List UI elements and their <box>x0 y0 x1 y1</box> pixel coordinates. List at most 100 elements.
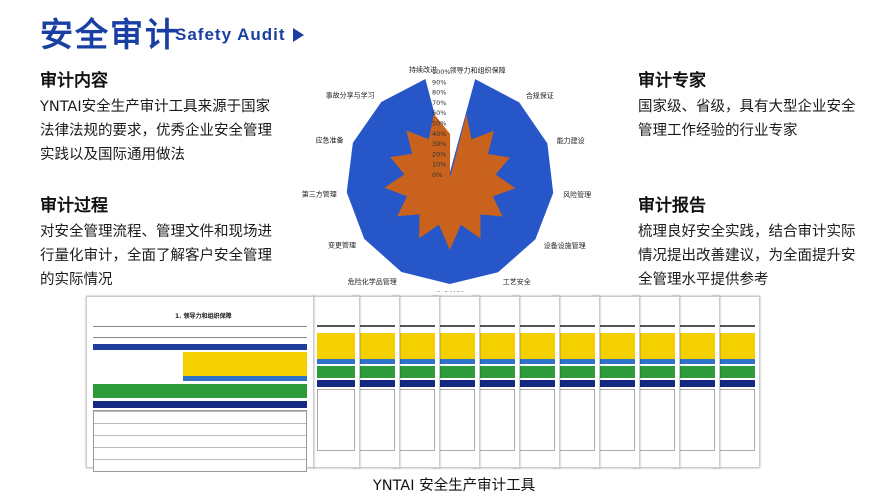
radar-tick-label: 80% <box>432 89 446 97</box>
sheet-band-navy <box>677 380 715 387</box>
radar-diagram: 100% 90% 80% 70% 60% 50% 40% 30% 20% 10% 0% 领导力和组织保… <box>302 65 591 292</box>
sheet-title: 1. 领导力和组织保障 <box>175 313 232 320</box>
radar-axis-label: 领导力和组织保障 <box>450 65 506 74</box>
document-sheet-front: 1. 领导力和组织保障 <box>86 296 314 472</box>
sheet-band-navy <box>477 380 515 387</box>
sheet-table-header <box>93 344 307 350</box>
sheet-band-green <box>317 366 355 378</box>
section-body: 国家级、省级，具有大型企业安全管理工作经验的行业专家 <box>638 99 856 139</box>
document-sheet <box>512 296 560 468</box>
sheet-band-green <box>637 366 675 378</box>
sheet-header-line <box>317 325 355 327</box>
sheet-grid <box>357 389 395 451</box>
section-heading: 审计报告 <box>638 196 706 216</box>
radar-tick-label: 90% <box>432 78 446 86</box>
sheet-table-blue <box>437 359 475 364</box>
radar-axis-label: 能力建设 <box>557 136 585 145</box>
sheet-table-blue <box>557 359 595 364</box>
document-sheet <box>352 296 400 468</box>
sheet-band-navy <box>597 380 635 387</box>
sheet-table-blue <box>517 359 555 364</box>
sheet-band-green <box>397 366 435 378</box>
radar-inner-area <box>384 113 516 250</box>
sheet-band-green <box>357 366 395 378</box>
sheet-table-yellow <box>597 333 635 359</box>
sheet-band-navy <box>717 380 755 387</box>
play-arrow-icon <box>293 28 304 42</box>
section-audit-report: 审计报告 梳理良好安全实践，结合审计实际情况提出改善建议，为全面提升安全管理水平… <box>638 191 868 292</box>
section-body: YNTAI安全生产审计工具来源于国家法律法规的要求，优秀企业安全管理实践以及国际… <box>40 99 272 163</box>
sheet-grid <box>477 389 515 451</box>
sheet-table-blue <box>183 376 307 381</box>
sheet-grid <box>93 410 307 472</box>
page-title: 安全审计 <box>40 15 180 54</box>
radar-tick-label: 40% <box>432 130 446 138</box>
radar-tick-label: 70% <box>432 99 446 107</box>
sheet-header-line <box>397 325 435 327</box>
radar-tick-label: 10% <box>432 161 446 169</box>
radar-axis-label: 风险管理 <box>563 190 591 199</box>
radar-axis-label: 第三方管理 <box>302 189 337 198</box>
section-heading: 审计过程 <box>40 196 108 216</box>
sheet-band-navy <box>397 380 435 387</box>
radar-axis-label: 持续改进 <box>409 65 437 74</box>
section-audit-experts: 审计专家 国家级、省级，具有大型企业安全管理工作经验的行业专家 <box>638 66 868 143</box>
radar-axis-label: 工艺安全 <box>503 277 531 286</box>
radar-axis-label: 危险化学品管理 <box>348 277 397 286</box>
sheet-grid <box>397 389 435 451</box>
sheet-table-blue <box>317 359 355 364</box>
sheet-table-yellow <box>477 333 515 359</box>
sheet-header-line <box>517 325 555 327</box>
section-body: 梳理良好安全实践，结合审计实际情况提出改善建议，为全面提升安全管理水平提供参考 <box>638 224 856 288</box>
sheet-band-green <box>477 366 515 378</box>
section-heading: 审计专家 <box>638 71 706 91</box>
sheet-grid <box>317 389 355 451</box>
page-subtitle: Safety Audit <box>175 25 286 44</box>
sheet-table-blue <box>397 359 435 364</box>
sheet-table-blue <box>477 359 515 364</box>
radar-tick-label: 60% <box>432 109 446 117</box>
radar-axis-label: 合规保证 <box>526 91 554 100</box>
radar-axis-label: 设备设施管理 <box>544 241 586 250</box>
section-body: 对安全管理流程、管理文件和现场进行量化审计，全面了解客户安全管理的实际情况 <box>40 224 272 288</box>
sheet-header-line <box>677 325 715 327</box>
sheet-grid <box>437 389 475 451</box>
sheet-header-line <box>717 325 755 327</box>
document-sheet <box>712 296 760 468</box>
document-sheet <box>392 296 440 468</box>
sheet-band-green <box>437 366 475 378</box>
header: 安全审计 Safety Audit <box>0 0 886 58</box>
sheet-table-yellow <box>677 333 715 359</box>
sheet-table-yellow <box>183 352 307 376</box>
audit-tool-document-preview: 1. 领导力和组织保障 <box>86 296 806 472</box>
sheet-band-navy <box>437 380 475 387</box>
radar-tick-label: 50% <box>432 120 446 128</box>
document-sheet <box>592 296 640 468</box>
sheet-grid <box>517 389 555 451</box>
sheet-band-navy <box>637 380 675 387</box>
sheet-band-green <box>557 366 595 378</box>
sheet-table-blue <box>597 359 635 364</box>
radar-axis-label: 变更管理 <box>328 241 356 250</box>
document-sheet <box>632 296 680 468</box>
sheet-table-blue <box>677 359 715 364</box>
sheet-band-navy <box>93 401 307 408</box>
section-audit-process: 审计过程 对安全管理流程、管理文件和现场进行量化审计，全面了解客户安全管理的实际… <box>40 191 275 292</box>
sheet-band-green <box>597 366 635 378</box>
sheet-table-yellow <box>357 333 395 359</box>
sheet-grid <box>557 389 595 451</box>
sheet-table-yellow <box>397 333 435 359</box>
sheet-table-yellow <box>517 333 555 359</box>
sheet-text-lines <box>93 326 307 338</box>
sheet-band-green <box>93 384 307 398</box>
document-sheet <box>472 296 520 468</box>
sheet-table-yellow <box>637 333 675 359</box>
caption-text: YNTAI 安全生产审计工具 <box>372 478 536 494</box>
sheet-band-navy <box>357 380 395 387</box>
sheet-header-line <box>477 325 515 327</box>
sheet-band-green <box>717 366 755 378</box>
document-sheet <box>552 296 600 468</box>
radar-tick-label: 0% <box>432 171 442 179</box>
radar-axis-label: 应急准备 <box>316 135 344 144</box>
sheet-band-navy <box>517 380 555 387</box>
